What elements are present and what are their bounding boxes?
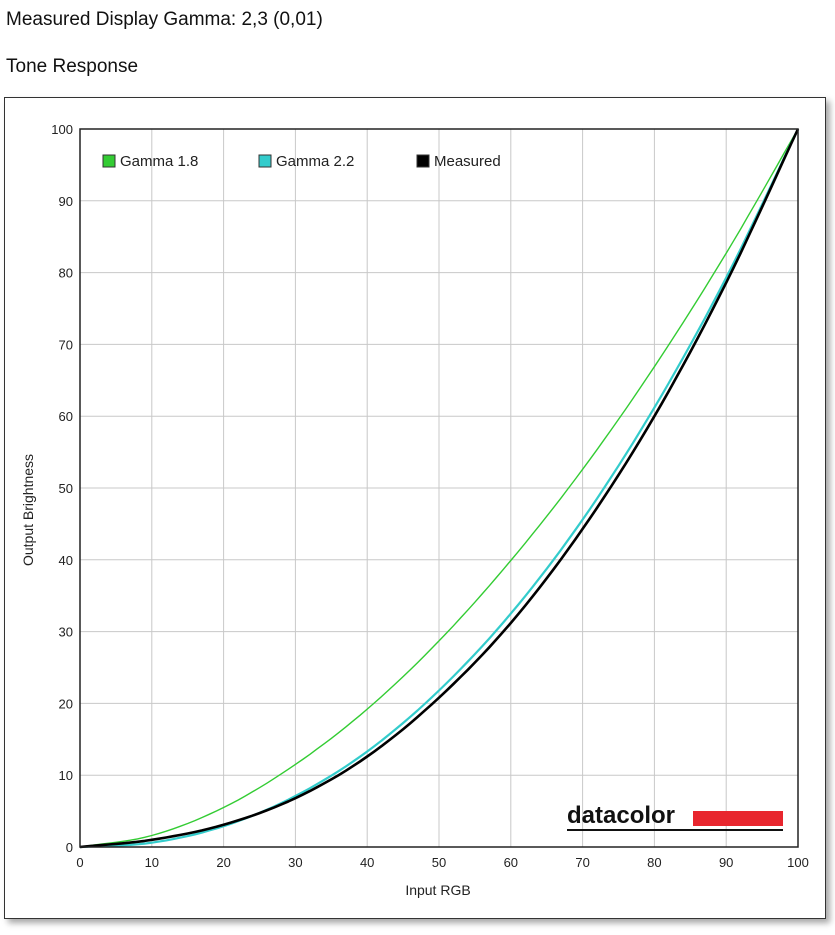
y-tick-labels: 0 10 20 30 40 50 60 70 80 90 100 [51,122,73,855]
y-tick-label: 70 [59,337,73,352]
x-tick-label: 10 [145,855,159,870]
legend-label: Measured [434,153,501,170]
chart-panel: 0 10 20 30 40 50 60 70 80 90 100 0 10 20 30 40 50 60 70 80… [4,97,826,919]
y-tick-label: 0 [66,840,73,855]
logo-underline [567,829,783,831]
y-tick-label: 40 [59,553,73,568]
legend-swatch [102,154,116,168]
series-line-2 [79,128,799,849]
logo-red-bar [693,811,783,826]
legend-swatch [258,154,272,168]
y-tick-label: 100 [51,122,73,137]
x-tick-label: 20 [216,855,230,870]
x-tick-label: 50 [432,855,446,870]
measured-gamma-text: Measured Display Gamma: 2,3 (0,01) [6,9,323,30]
legend-label: Gamma 2.2 [276,153,354,170]
y-axis-label: Output Brightness [20,454,36,566]
legend-swatch [416,154,430,168]
y-tick-label: 60 [59,409,73,424]
datacolor-logo: datacolor [567,802,783,831]
x-tick-label: 90 [719,855,733,870]
logo-text: datacolor [567,802,675,829]
legend: Gamma 1.8 Gamma 2.2 Measured [102,153,501,170]
y-tick-label: 90 [59,194,73,209]
x-tick-labels: 0 10 20 30 40 50 60 70 80 90 100 [76,855,808,870]
series-line-3 [79,128,800,849]
y-tick-label: 80 [59,266,73,281]
series-line-1 [79,128,799,848]
y-tick-label: 20 [59,696,73,711]
section-title: Tone Response [6,56,139,77]
x-tick-label: 30 [288,855,302,870]
x-tick-label: 40 [360,855,374,870]
y-tick-label: 30 [59,625,73,640]
x-tick-label: 80 [647,855,661,870]
grid [79,128,799,848]
tone-response-chart: 0 10 20 30 40 50 60 70 80 90 100 0 10 20 30 40 50 60 70 80… [20,122,809,898]
plot-frame [79,128,799,848]
x-tick-label: 100 [787,855,809,870]
x-axis-label: Input RGB [405,882,470,898]
x-tick-label: 70 [575,855,589,870]
legend-label: Gamma 1.8 [120,153,198,170]
x-tick-label: 60 [504,855,518,870]
series-lines [79,128,800,849]
y-tick-label: 10 [59,768,73,783]
x-tick-label: 0 [76,855,83,870]
y-tick-label: 50 [59,481,73,496]
